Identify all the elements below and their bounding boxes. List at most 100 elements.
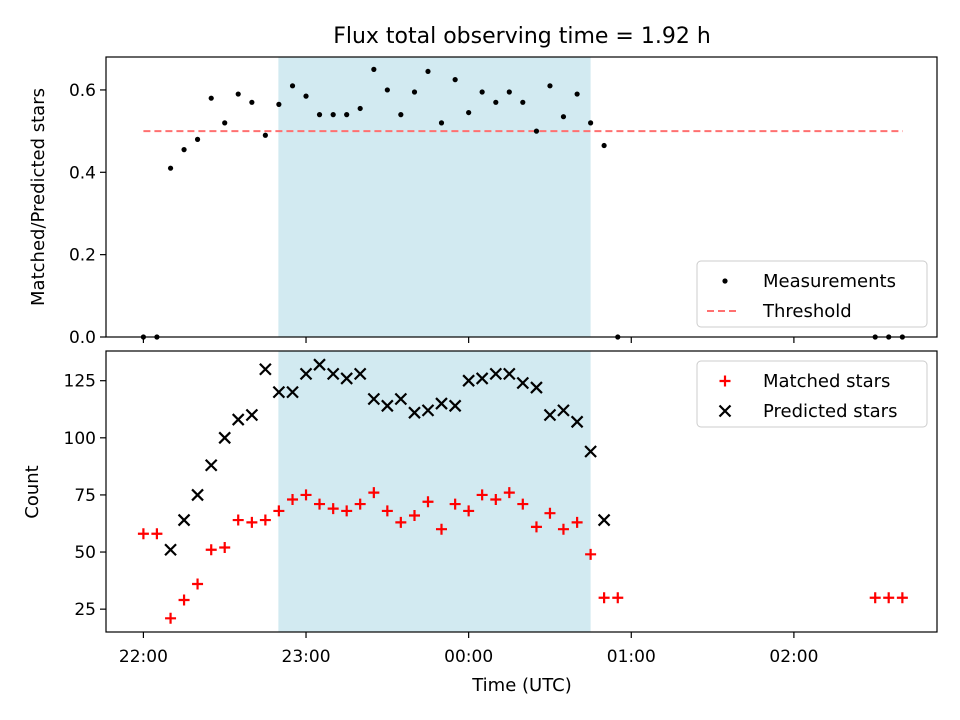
top-series-0-point-9 bbox=[262, 132, 268, 138]
bottom-observing-span bbox=[278, 351, 591, 632]
top-series-0-point-6 bbox=[222, 120, 228, 126]
bottom-series-0-point-26 bbox=[490, 493, 502, 505]
bottom-series-1-point-10 bbox=[299, 367, 313, 381]
bottom-series-0-point-36 bbox=[869, 592, 881, 604]
bottom-y-axis-label: Count bbox=[22, 465, 43, 518]
top-series-0-point-28 bbox=[520, 99, 526, 105]
top-y-axis-label: Matched/Predicted stars bbox=[28, 88, 49, 306]
bottom-series-0-point-8 bbox=[246, 516, 258, 528]
top-series-0-point-33 bbox=[588, 120, 594, 126]
bottom-legend-symbol-0 bbox=[719, 375, 731, 387]
bottom-series-1-point-13 bbox=[340, 372, 353, 385]
bottom-series-0-point-7 bbox=[232, 514, 244, 526]
bottom-series-0-point-12 bbox=[300, 489, 312, 501]
top-series-0-point-5 bbox=[208, 95, 214, 101]
bottom-series-0-point-1 bbox=[151, 528, 163, 540]
bottom-series-1-point-31 bbox=[584, 445, 597, 458]
xtick-label-0: 22:00 bbox=[119, 647, 168, 667]
top-series-0-point-22 bbox=[438, 120, 445, 126]
bottom-series-0-point-31 bbox=[557, 523, 569, 535]
top-legend-box bbox=[696, 260, 928, 328]
chart-title: Flux total observing time = 1.92 h bbox=[333, 24, 711, 49]
top-series-0-point-23 bbox=[452, 77, 458, 83]
bottom-series-1-point-9 bbox=[286, 385, 299, 399]
bottom-series-1-point-25 bbox=[503, 367, 516, 381]
bottom-series-0-point-29 bbox=[530, 521, 542, 533]
bottom-series-0-point-11 bbox=[287, 493, 299, 505]
top-series-0-point-10 bbox=[276, 101, 282, 107]
bottom-series-0-point-6 bbox=[219, 541, 231, 553]
top-series-0-point-11 bbox=[289, 83, 296, 89]
bottom-series-0-point-28 bbox=[517, 498, 529, 510]
bottom-series-1-point-0 bbox=[164, 543, 177, 557]
top-legend-label-1: Threshold bbox=[762, 301, 852, 322]
top-series-0-point-8 bbox=[249, 99, 255, 105]
bottom-legend-label-1: Predicted stars bbox=[763, 401, 897, 422]
xtick-label-3: 01:00 bbox=[607, 647, 656, 667]
bottom-ytick-label-4: 125 bbox=[64, 372, 96, 392]
bottom-series-1-point-32 bbox=[597, 513, 611, 527]
bottom-series-1-point-29 bbox=[557, 404, 570, 417]
bottom-ytick-label-0: 25 bbox=[74, 600, 96, 620]
bottom-series-0-point-3 bbox=[178, 594, 190, 606]
top-series-0-point-17 bbox=[371, 66, 377, 72]
bottom-series-1-point-26 bbox=[516, 376, 530, 390]
bottom-series-0-point-19 bbox=[395, 516, 407, 528]
bottom-series-1-point-4 bbox=[218, 431, 231, 445]
top-series-0-point-21 bbox=[425, 68, 431, 75]
bottom-series-0-point-0 bbox=[137, 528, 149, 540]
top-series-0-point-26 bbox=[493, 99, 499, 105]
bottom-series-1-point-21 bbox=[448, 399, 462, 413]
top-series-0-point-20 bbox=[411, 89, 418, 95]
bottom-series-0-point-33 bbox=[585, 548, 597, 560]
bottom-series-0-point-21 bbox=[422, 496, 434, 508]
bottom-series-0-point-5 bbox=[205, 544, 217, 556]
bottom-series-0-point-25 bbox=[476, 489, 488, 501]
top-series-0-point-18 bbox=[384, 87, 390, 93]
top-series-0-point-4 bbox=[194, 136, 201, 142]
bottom-legend-symbol-1 bbox=[718, 404, 732, 418]
bottom-series-0-point-35 bbox=[612, 592, 624, 604]
bottom-series-1-point-11 bbox=[313, 358, 326, 371]
bottom-legend-box bbox=[696, 360, 928, 428]
bottom-series-1-point-16 bbox=[381, 399, 394, 413]
top-legend-label-0: Measurements bbox=[763, 271, 896, 292]
bottom-series-1-point-5 bbox=[231, 413, 245, 426]
top-observing-span bbox=[278, 57, 591, 337]
top-series-0-point-13 bbox=[316, 112, 323, 118]
bottom-ytick-label-2: 75 bbox=[74, 486, 96, 506]
bottom-ytick-label-1: 50 bbox=[74, 543, 96, 563]
bottom-series-0-point-30 bbox=[544, 507, 556, 519]
bottom-series-0-point-20 bbox=[408, 509, 420, 521]
bottom-series-0-point-27 bbox=[503, 487, 515, 499]
bottom-series-1-point-1 bbox=[177, 513, 191, 527]
bottom-series-1-point-8 bbox=[272, 385, 286, 399]
top-series-0-point-3 bbox=[181, 147, 187, 153]
bottom-series-0-point-34 bbox=[598, 592, 610, 604]
top-ytick-label-0: 0.0 bbox=[69, 328, 96, 348]
bottom-ytick-label-3: 100 bbox=[64, 429, 96, 449]
bottom-series-1-point-18 bbox=[408, 406, 421, 419]
top-series-0-point-32 bbox=[574, 91, 580, 97]
xtick-label-1: 23:00 bbox=[282, 647, 331, 667]
bottom-series-0-point-10 bbox=[273, 505, 285, 517]
top-series-0-point-27 bbox=[506, 89, 512, 95]
top-legend-symbol-0 bbox=[722, 278, 728, 284]
bottom-series-1-point-24 bbox=[489, 367, 503, 381]
top-plot-frame bbox=[105, 56, 938, 338]
xtick-label-4: 02:00 bbox=[769, 647, 818, 667]
top-ytick-label-2: 0.4 bbox=[69, 163, 96, 183]
bottom-series-1-point-6 bbox=[245, 408, 259, 422]
bottom-series-0-point-16 bbox=[354, 498, 366, 510]
bottom-series-0-point-38 bbox=[896, 592, 908, 604]
bottom-series-1-point-15 bbox=[367, 392, 381, 406]
bottom-legend-label-0: Matched stars bbox=[763, 371, 890, 392]
bottom-series-0-point-24 bbox=[463, 505, 475, 517]
bottom-series-1-point-2 bbox=[191, 488, 204, 502]
bottom-series-0-point-23 bbox=[449, 498, 461, 510]
bottom-series-0-point-9 bbox=[259, 514, 271, 526]
bottom-series-0-point-32 bbox=[571, 516, 583, 528]
top-series-0-point-25 bbox=[479, 89, 485, 95]
top-series-0-point-15 bbox=[344, 112, 350, 118]
